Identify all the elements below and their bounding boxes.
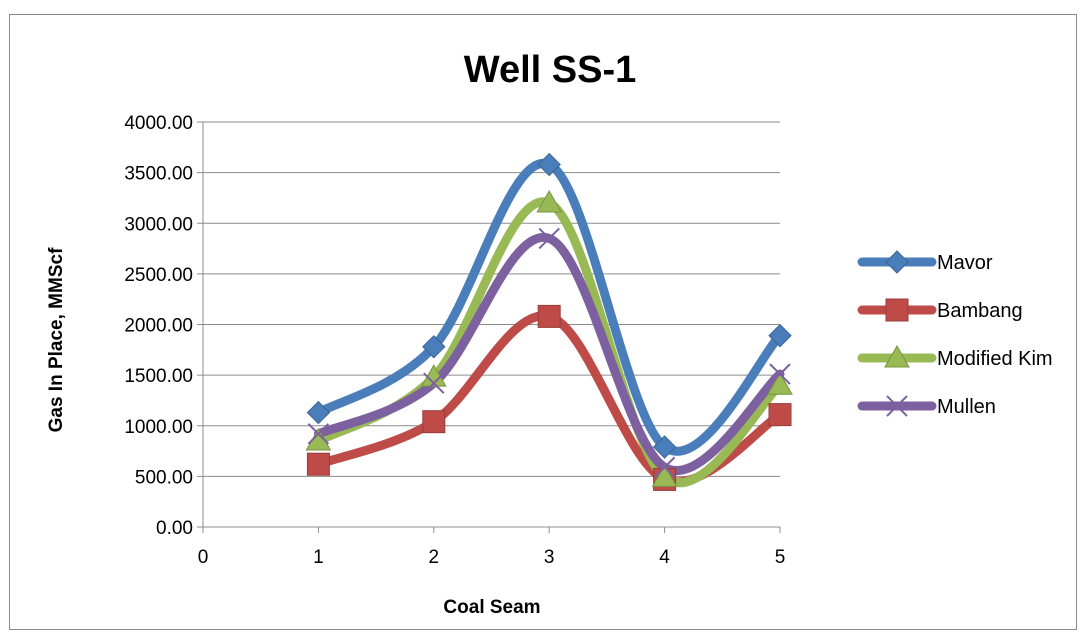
data-point-mavor [537,152,561,177]
series-line-mullen [313,232,785,475]
x-axis-title: Coal Seam [443,597,540,618]
series-mullen [313,232,785,475]
y-tick-label: 1000.00 [124,417,193,438]
legend-label-mullen: Mullen [937,396,996,418]
y-tick-label: 3500.00 [124,164,193,185]
series-group [305,152,793,491]
data-point-mavor [768,323,792,348]
data-point-bambang [537,304,561,328]
y-tick-label: 3000.00 [124,214,193,235]
legend-item-mavor: Mavor [857,250,993,274]
data-point-mavor [422,335,446,359]
legend-marker-bambang [885,298,909,322]
legend-marker-mullen [886,395,908,417]
series-line-mavor [313,158,785,456]
legend: Mavor Bambang Modified Kim Mullen [857,250,1053,418]
legend-label-mavor: Mavor [937,252,993,274]
data-point-bambang [306,452,330,476]
data-point-mavor [306,400,331,425]
x-tick-labels: 0 1 2 3 4 5 [198,547,786,568]
y-tick-label: 4000.00 [124,113,193,134]
data-point-bambang [422,410,446,434]
x-tick-label: 3 [544,547,555,568]
x-tick-label: 0 [198,547,209,568]
y-tick-label: 2500.00 [124,265,193,286]
x-tick-label: 1 [313,547,324,568]
x-tick-label: 5 [775,547,786,568]
y-tick-label: 500.00 [135,467,193,488]
data-point-mullen [307,423,330,445]
data-point-mullen [653,456,676,478]
data-point-mavor [652,435,677,459]
data-point-mullen [769,363,791,385]
data-point-modified-kim [420,364,447,387]
legend-label-bambang: Bambang [937,300,1023,322]
data-point-modified-kim [767,372,793,395]
data-point-mullen [538,227,560,250]
x-tick-label: 2 [429,547,440,568]
y-tick-label: 0.00 [156,518,193,539]
y-axis-title: Gas In Place, MMScf [46,247,67,432]
series-mavor [313,158,785,456]
y-tick-label: 2000.00 [124,316,193,337]
data-point-modified-kim [536,189,563,213]
legend-marker-mavor [885,250,909,274]
chart-title: Well SS-1 [464,49,636,91]
data-point-modified-kim [651,464,678,487]
legend-label-modified-kim: Modified Kim [937,348,1053,370]
data-point-bambang [768,403,792,427]
legend-marker-modified-kim [884,344,910,368]
y-tick-labels: 0.00 500.00 1000.00 1500.00 2000.00 2500.00 30… [124,113,193,539]
legend-item-mullen: Mullen [857,395,996,418]
legend-item-modified-kim: Modified Kim [857,344,1053,370]
data-point-mullen [423,372,445,394]
y-tick-label: 1500.00 [124,366,193,387]
legend-item-bambang: Bambang [857,298,1023,322]
axes [197,121,781,533]
x-tick-label: 4 [659,547,670,568]
